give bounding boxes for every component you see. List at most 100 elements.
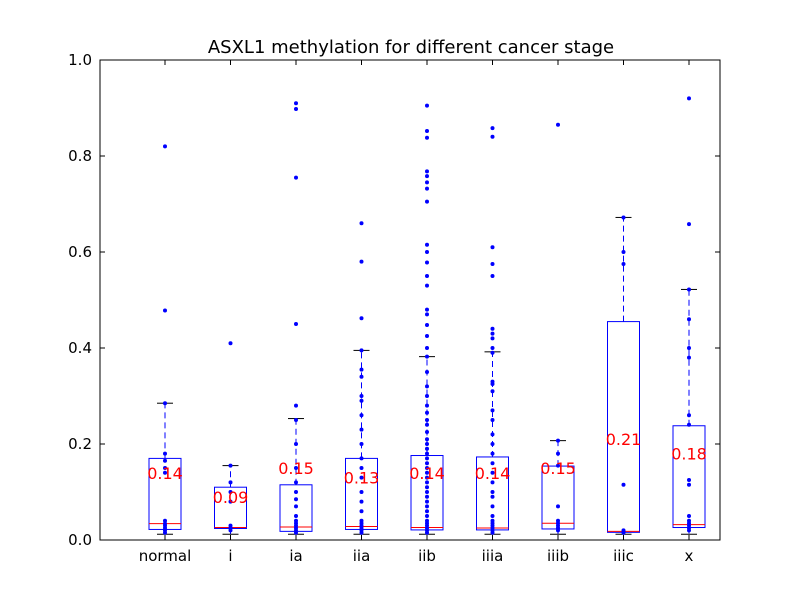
data-point — [359, 374, 364, 379]
data-point — [294, 322, 298, 326]
data-point — [490, 418, 495, 422]
data-point — [425, 394, 429, 398]
data-point — [359, 398, 364, 403]
data-point — [490, 134, 495, 139]
data-point — [490, 382, 495, 386]
data-point — [425, 354, 429, 359]
data-point — [359, 442, 364, 446]
data-point — [359, 475, 364, 480]
data-point — [294, 466, 298, 470]
data-point — [425, 485, 429, 490]
data-point — [425, 283, 429, 288]
data-point — [359, 259, 364, 264]
data-point — [425, 490, 429, 494]
data-point — [425, 430, 429, 434]
data-point — [490, 514, 495, 518]
data-point — [490, 126, 495, 131]
box-iqr — [607, 321, 640, 533]
data-point — [294, 504, 298, 509]
data-point — [490, 530, 495, 535]
data-point — [359, 427, 364, 432]
data-point — [425, 403, 429, 408]
data-point — [687, 317, 691, 322]
data-point — [425, 250, 429, 254]
x-tick-label: iia — [353, 547, 371, 565]
data-point — [228, 480, 233, 485]
data-point — [490, 451, 495, 456]
mean-label: 0.18 — [671, 445, 707, 464]
data-point — [425, 422, 429, 427]
data-point — [425, 174, 429, 179]
mean-label: 0.14 — [147, 464, 183, 483]
data-point — [163, 518, 167, 523]
data-point — [425, 480, 429, 485]
data-point — [425, 456, 429, 461]
data-point — [490, 274, 495, 278]
data-point — [425, 370, 429, 374]
data-point — [359, 530, 364, 535]
data-point — [425, 451, 429, 456]
data-point — [425, 410, 429, 415]
data-point — [425, 129, 429, 134]
x-tick-label: iiia — [482, 547, 504, 565]
data-point — [425, 260, 429, 265]
data-point — [425, 274, 429, 278]
data-point — [163, 401, 167, 406]
data-point — [163, 458, 167, 463]
box-group-x: 0.18 — [671, 96, 707, 535]
data-point — [425, 461, 429, 466]
data-point — [490, 504, 495, 509]
data-point — [359, 394, 364, 398]
data-point — [294, 106, 298, 111]
plot-area: 0.14 0.09 0.15 0.13 0.14 0.14 0.15 0.21 0.18 — [147, 96, 707, 535]
data-point — [425, 494, 429, 499]
data-point — [425, 466, 429, 470]
data-point — [359, 499, 364, 504]
data-point — [556, 451, 560, 456]
data-point — [687, 528, 691, 533]
data-point — [490, 245, 495, 250]
data-point — [359, 348, 364, 353]
data-point — [425, 199, 429, 204]
box-group-iiic: 0.21 — [606, 215, 641, 535]
box-group-ia: 0.15 — [278, 101, 314, 535]
data-point — [294, 101, 298, 106]
data-point — [556, 528, 560, 533]
data-point — [294, 403, 298, 408]
x-tick-label: iiic — [613, 547, 634, 565]
data-point — [687, 96, 691, 101]
data-point — [228, 499, 233, 504]
data-point — [556, 504, 560, 509]
data-point — [425, 470, 429, 475]
y-tick-label: 0.2 — [68, 435, 92, 453]
data-point — [425, 322, 429, 327]
data-point — [294, 175, 298, 180]
data-point — [425, 186, 429, 191]
data-point — [425, 475, 429, 480]
mean-label: 0.14 — [475, 464, 511, 483]
data-point — [425, 312, 429, 317]
data-point — [687, 478, 691, 482]
data-point — [294, 490, 298, 494]
data-point — [425, 384, 429, 389]
data-point — [294, 418, 298, 422]
box-iqr — [672, 425, 706, 529]
box-group-normal: 0.14 — [147, 144, 183, 535]
data-point — [687, 346, 691, 350]
x-tick-label: normal — [139, 547, 192, 565]
data-point — [425, 442, 429, 446]
data-point — [621, 530, 626, 535]
data-point — [687, 422, 691, 427]
mean-label: 0.15 — [540, 459, 576, 478]
data-point — [359, 490, 364, 494]
data-point — [490, 346, 495, 350]
data-point — [490, 442, 495, 446]
data-point — [425, 509, 429, 514]
data-point — [359, 466, 364, 470]
data-point — [228, 528, 233, 533]
data-point — [294, 514, 298, 518]
mean-label: 0.15 — [278, 459, 314, 478]
data-point — [490, 408, 495, 413]
data-point — [425, 307, 429, 312]
